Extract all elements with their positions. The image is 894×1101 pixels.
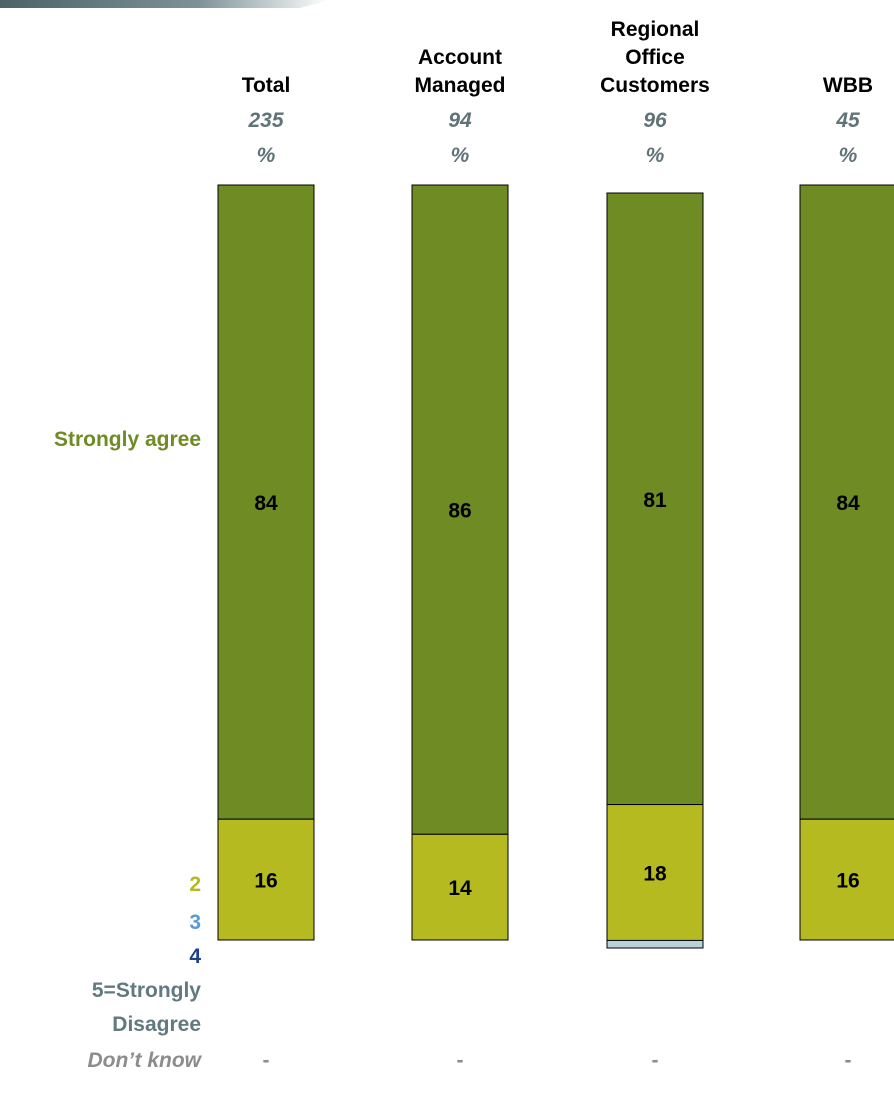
data-label-strongly-agree-col-4: 84 [836,492,860,515]
bar-segment-strongly-agree-col-3 [606,192,704,806]
bar-segment-2-col-1 [217,818,315,941]
column-unit-3: % [646,144,665,167]
row-label-strongly-agree: Strongly agree [54,428,201,451]
row-label-dont-know: Don’t know [87,1049,202,1072]
column-header-2: Account [418,46,502,69]
data-label-strongly-agree-col-3: 81 [643,489,667,512]
column-header-3: Regional [611,18,700,41]
data-label-2-col-3: 18 [643,863,667,886]
column-unit-1: % [257,144,276,167]
bar-segment-strongly-agree-col-4 [799,184,894,820]
row-label-3: 3 [189,911,201,934]
row-label-2: 2 [189,873,201,896]
data-label-2-col-1: 16 [254,870,277,893]
bar-segment-2-col-2 [411,833,509,941]
bar-segment-2-col-3 [606,804,704,941]
bar-segment-3-col-3 [606,939,704,949]
column-header-1: Total [242,74,291,97]
column-unit-2: % [451,144,470,167]
column-base-n-3: 96 [643,109,667,132]
data-label-strongly-agree-col-2: 86 [448,500,471,523]
dont-know-value-col-1: - [263,1049,270,1072]
bar-segment-strongly-agree-col-1 [217,184,315,820]
column-base-n-2: 94 [448,109,472,132]
row-label-5-strongly-disagree: Disagree [112,1013,201,1036]
column-base-n-1: 235 [247,109,283,132]
dont-know-value-col-3: - [652,1049,659,1072]
column-header-4: WBB [823,74,873,97]
column-unit-4: % [839,144,858,167]
column-base-n-4: 45 [835,109,860,132]
column-header-3: Customers [600,74,710,97]
top-decorative-rule [0,0,330,8]
dont-know-value-col-2: - [457,1049,464,1072]
bar-segment-2-col-4 [799,818,894,941]
dont-know-value-col-4: - [845,1049,852,1072]
data-label-2-col-2: 14 [448,877,472,900]
data-label-2-col-4: 16 [836,870,859,893]
bar-segment-strongly-agree-col-2 [411,184,509,835]
column-header-2: Managed [414,74,505,97]
data-label-strongly-agree-col-1: 84 [254,492,278,515]
row-label-5-strongly-disagree: 5=Strongly [92,979,201,1002]
column-header-3: Office [625,46,685,69]
row-label-4: 4 [189,945,201,968]
